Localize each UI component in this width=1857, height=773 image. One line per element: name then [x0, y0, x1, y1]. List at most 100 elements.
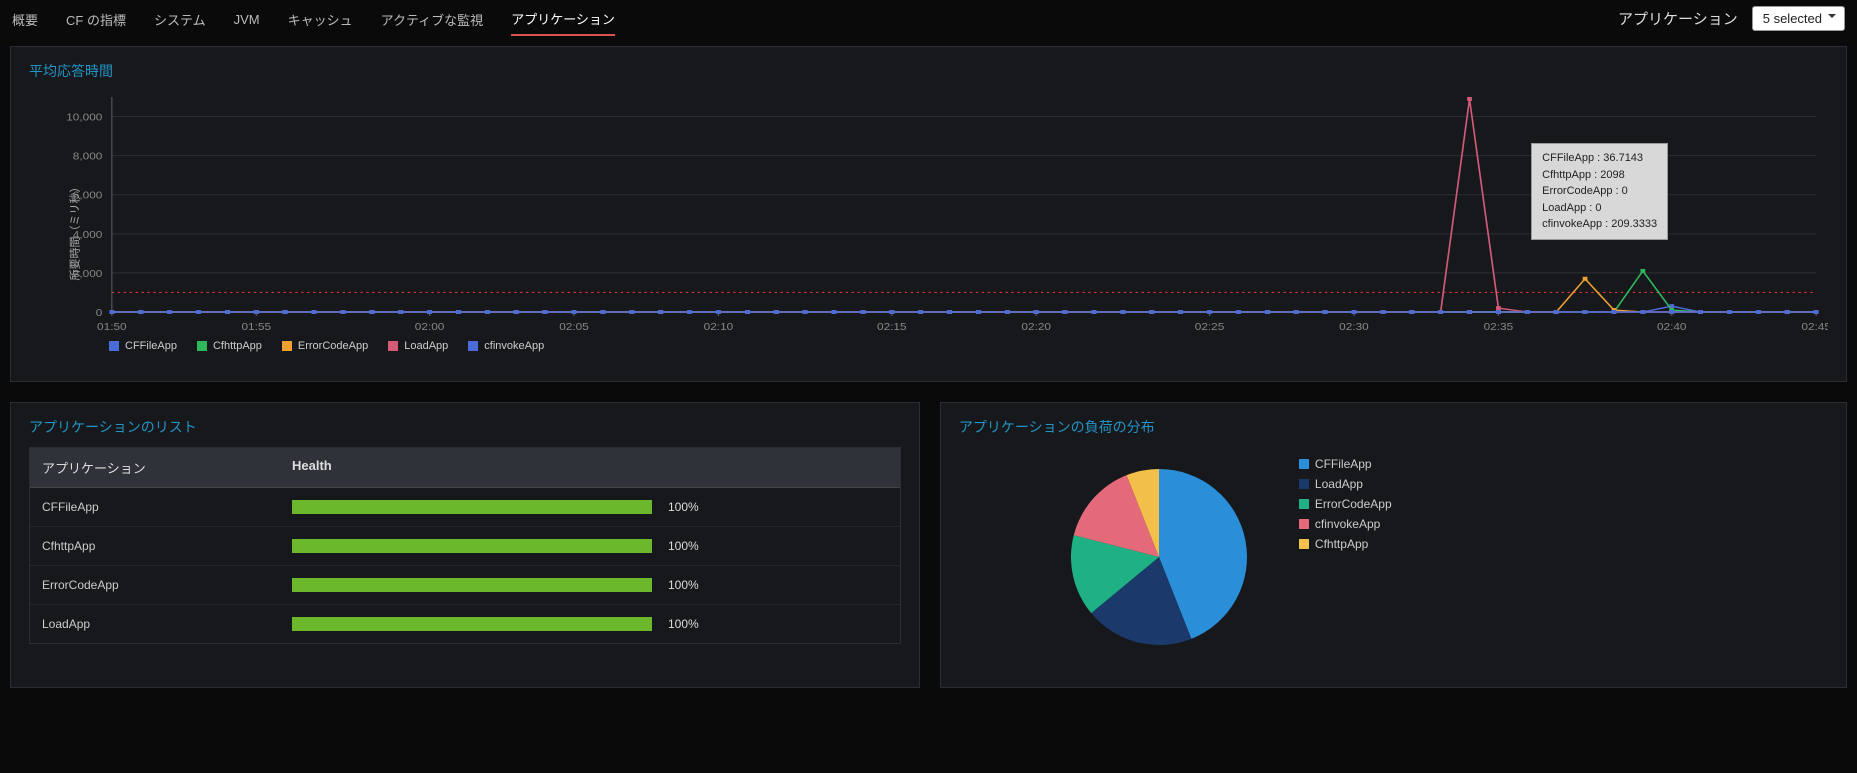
panel-app-list: アプリケーションのリスト アプリケーション Health CFFileApp 10…	[10, 402, 920, 688]
health-bar	[292, 578, 652, 592]
tooltip-line: CfhttpApp : 2098	[1542, 167, 1657, 184]
nav-tab[interactable]: CF の指標	[66, 2, 126, 35]
svg-text:02:30: 02:30	[1339, 322, 1369, 333]
legend-label: LoadApp	[404, 340, 448, 352]
nav-tab[interactable]: アクティブな監視	[381, 2, 484, 35]
legend-label: CfhttpApp	[213, 340, 262, 352]
app-name-cell: ErrorCodeApp	[42, 578, 292, 592]
legend-swatch	[1299, 519, 1309, 529]
svg-text:02:10: 02:10	[704, 322, 734, 333]
app-name-cell: LoadApp	[42, 617, 292, 631]
svg-text:02:00: 02:00	[415, 322, 445, 333]
legend-swatch	[388, 341, 398, 351]
col-header-health: Health	[292, 458, 888, 477]
svg-text:8,000: 8,000	[73, 151, 103, 162]
topbar-right-label: アプリケーション	[1618, 8, 1738, 29]
legend-item[interactable]: cfinvokeApp	[1299, 517, 1392, 531]
table-row[interactable]: CFFileApp 100%	[30, 488, 900, 527]
legend-item[interactable]: CfhttpApp	[1299, 537, 1392, 551]
legend-swatch	[1299, 479, 1309, 489]
pie-chart[interactable]	[1059, 457, 1259, 657]
table-row[interactable]: CfhttpApp100%	[30, 527, 900, 566]
legend-label: cfinvokeApp	[1315, 517, 1380, 531]
table-header: アプリケーション Health	[30, 448, 900, 488]
legend-item[interactable]: ErrorCodeApp	[282, 340, 368, 352]
legend-item[interactable]: LoadApp	[388, 340, 448, 352]
pie-wrap: CFFileApp LoadApp ErrorCodeApp cfinvokeApp C…	[959, 447, 1828, 677]
line-chart-legend: CFFileApp CfhttpApp ErrorCodeApp LoadApp cfi…	[29, 340, 1828, 352]
nav-tabs: 概要 CF の指標システム JVM キャッシュアクティブな監視アプリケーション	[12, 1, 615, 36]
panel-title: アプリケーションの負荷の分布	[959, 417, 1828, 437]
health-cell: 100%	[292, 617, 888, 631]
app-select-dropdown[interactable]: 5 selected	[1752, 6, 1845, 31]
table-row[interactable]: ErrorCodeApp 100%	[30, 566, 900, 605]
health-cell: 100%	[292, 500, 888, 514]
svg-text:02:35: 02:35	[1484, 322, 1514, 333]
topbar-right: アプリケーション 5 selected	[1618, 6, 1845, 31]
dropdown-label: 5 selected	[1763, 11, 1822, 26]
svg-text:01:55: 01:55	[241, 322, 271, 333]
nav-tab[interactable]: アプリケーション	[511, 1, 615, 36]
line-chart-wrap: 所要時間（ミリ秒） 02,0004,0006,0008,00010,00001:…	[29, 91, 1828, 371]
svg-text:02:40: 02:40	[1657, 322, 1687, 333]
legend-label: CFFileApp	[125, 340, 177, 352]
legend-swatch	[468, 341, 478, 351]
tooltip-line: cfinvokeApp : 209.3333	[1542, 216, 1657, 233]
y-axis-title: 所要時間（ミリ秒）	[67, 182, 83, 281]
svg-text:10,000: 10,000	[66, 112, 102, 123]
legend-item[interactable]: CfhttpApp	[197, 340, 262, 352]
svg-text:02:15: 02:15	[877, 322, 907, 333]
legend-swatch	[1299, 459, 1309, 469]
panel-avg-response-time: 平均応答時間 所要時間（ミリ秒） 02,0004,0006,0008,00010…	[10, 46, 1847, 382]
svg-text:02:25: 02:25	[1195, 322, 1225, 333]
svg-text:0: 0	[96, 308, 103, 319]
pie-legend: CFFileApp LoadApp ErrorCodeApp cfinvokeApp C…	[1299, 457, 1392, 551]
app-table: アプリケーション Health CFFileApp100%CfhttpApp10…	[29, 447, 901, 644]
tooltip-line: CFFileApp : 36.7143	[1542, 150, 1657, 167]
table-body[interactable]: CFFileApp100%CfhttpApp100%ErrorCodeApp10…	[30, 488, 900, 643]
legend-label: CfhttpApp	[1315, 537, 1368, 551]
tooltip-line: ErrorCodeApp : 0	[1542, 183, 1657, 200]
legend-swatch	[109, 341, 119, 351]
legend-swatch	[282, 341, 292, 351]
legend-item[interactable]: CFFileApp	[1299, 457, 1392, 471]
svg-text:01:50: 01:50	[97, 322, 127, 333]
table-row[interactable]: LoadApp 100%	[30, 605, 900, 643]
svg-text:02:20: 02:20	[1021, 322, 1051, 333]
health-bar	[292, 617, 652, 631]
health-pct-label: 100%	[668, 500, 699, 514]
col-header-app: アプリケーション	[42, 458, 292, 477]
nav-tab[interactable]: 概要	[12, 2, 38, 35]
svg-text:02:45: 02:45	[1801, 322, 1828, 333]
panel-load-distribution: アプリケーションの負荷の分布 CFFileApp LoadApp ErrorCode…	[940, 402, 1847, 688]
nav-tab[interactable]: JVM	[234, 4, 260, 33]
legend-label: CFFileApp	[1315, 457, 1372, 471]
health-cell: 100%	[292, 578, 888, 592]
legend-item[interactable]: LoadApp	[1299, 477, 1392, 491]
legend-label: LoadApp	[1315, 477, 1363, 491]
svg-text:02:05: 02:05	[559, 322, 589, 333]
legend-item[interactable]: cfinvokeApp	[468, 340, 544, 352]
health-bar	[292, 500, 652, 514]
legend-swatch	[197, 341, 207, 351]
health-cell: 100%	[292, 539, 888, 553]
panel-title: 平均応答時間	[29, 61, 1828, 81]
legend-label: ErrorCodeApp	[298, 340, 368, 352]
legend-item[interactable]: ErrorCodeApp	[1299, 497, 1392, 511]
legend-label: cfinvokeApp	[484, 340, 544, 352]
tooltip-line: LoadApp : 0	[1542, 200, 1657, 217]
app-name-cell: CFFileApp	[42, 500, 292, 514]
legend-label: ErrorCodeApp	[1315, 497, 1392, 511]
panel-title: アプリケーションのリスト	[29, 417, 901, 437]
health-pct-label: 100%	[668, 578, 699, 592]
nav-tab[interactable]: キャッシュ	[288, 2, 353, 35]
legend-swatch	[1299, 499, 1309, 509]
legend-item[interactable]: CFFileApp	[109, 340, 177, 352]
legend-swatch	[1299, 539, 1309, 549]
nav-tab[interactable]: システム	[154, 2, 206, 35]
bottom-row: アプリケーションのリスト アプリケーション Health CFFileApp 10…	[0, 392, 1857, 698]
health-pct-label: 100%	[668, 617, 699, 631]
health-pct-label: 100%	[668, 539, 699, 553]
chart-tooltip: CFFileApp : 36.7143CfhttpApp : 2098Error…	[1531, 143, 1668, 240]
health-bar	[292, 539, 652, 553]
